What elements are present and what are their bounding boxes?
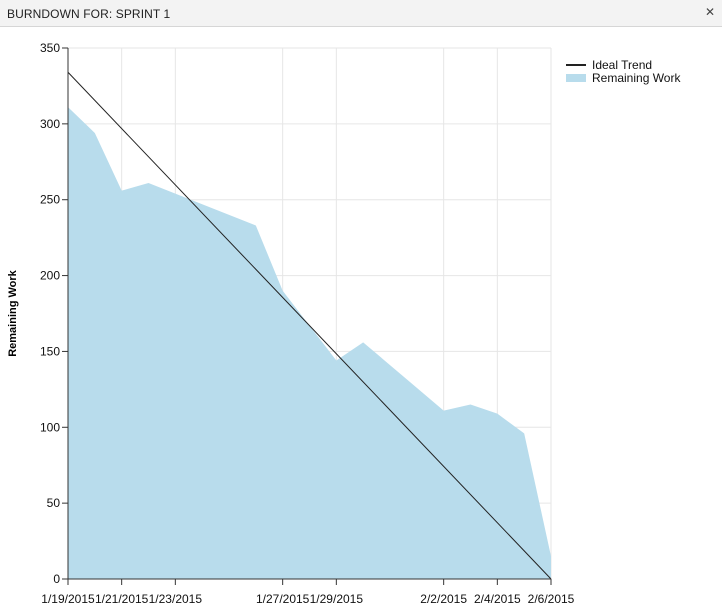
y-tick-label: 250	[40, 193, 60, 207]
y-tick-labels: 0 50 100 150 200 250 300 350	[40, 41, 60, 586]
legend-remaining-work-label: Remaining Work	[592, 71, 681, 85]
x-tick-label: 1/21/2015	[95, 592, 149, 606]
x-tick-label: 2/2/2015	[420, 592, 467, 606]
x-tick-label: 1/27/2015	[256, 592, 310, 606]
y-tick-label: 50	[47, 496, 61, 510]
x-tick-label: 2/4/2015	[474, 592, 521, 606]
x-tick-label: 2/6/2015	[528, 592, 575, 606]
remaining-work-area	[68, 107, 551, 579]
ideal-trend-layer	[67, 71, 552, 580]
y-tick-label: 150	[40, 344, 60, 358]
ideal-trend-line	[67, 71, 552, 580]
legend-ideal-trend-label: Ideal Trend	[592, 58, 652, 72]
burndown-chart: 0 50 100 150 200 250 300 350 1/19/2015 1/21/2015…	[7, 41, 681, 606]
legend-remaining-work-swatch	[566, 74, 586, 82]
y-tick-label: 300	[40, 117, 60, 131]
remaining-work-area-layer	[68, 107, 551, 579]
x-tick-labels: 1/19/2015 1/21/2015 1/23/2015 1/27/2015 1/29…	[41, 592, 574, 606]
x-tick-label: 1/29/2015	[310, 592, 364, 606]
close-icon[interactable]: ✕	[704, 5, 716, 19]
window-titlebar: BURNDOWN FOR: SPRINT 1 ✕	[0, 0, 722, 27]
y-tick-label: 100	[40, 420, 60, 434]
window-title: BURNDOWN FOR: SPRINT 1	[7, 7, 171, 21]
y-tick-label: 350	[40, 41, 60, 55]
y-axis-title: Remaining Work	[7, 269, 19, 356]
axes	[62, 47, 552, 585]
y-tick-label: 200	[40, 269, 60, 283]
y-tick-label: 0	[53, 572, 60, 586]
x-tick-label: 1/19/2015	[41, 592, 95, 606]
x-tick-label: 1/23/2015	[149, 592, 203, 606]
